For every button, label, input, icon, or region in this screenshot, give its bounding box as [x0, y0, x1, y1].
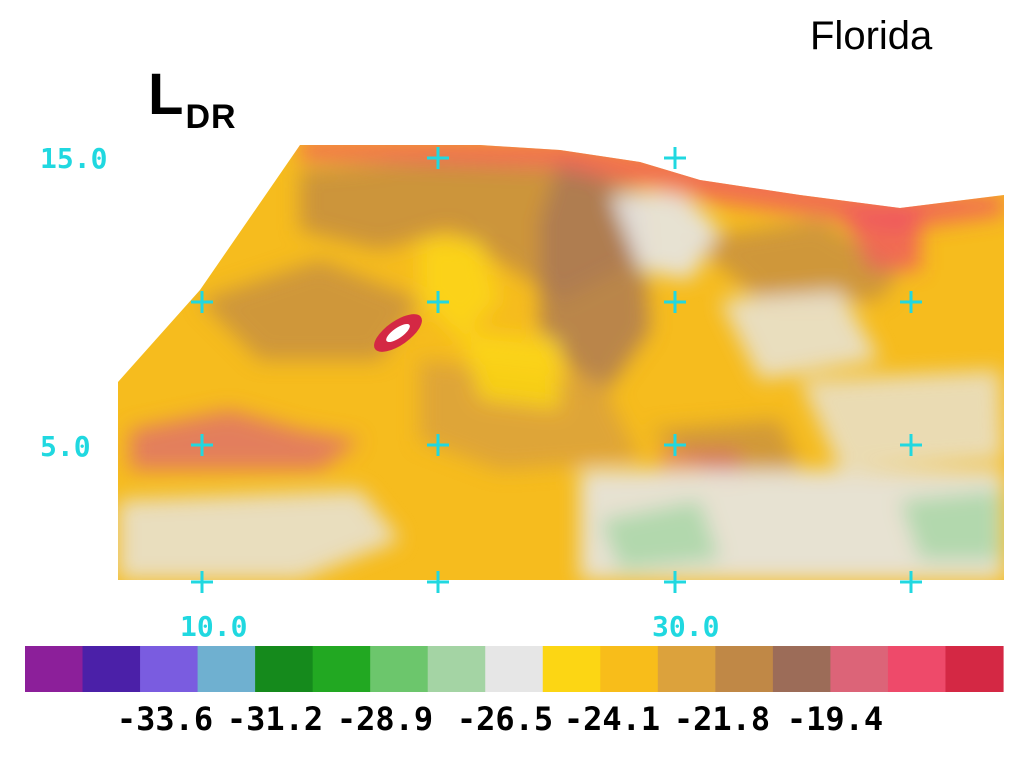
crosshair-marker	[427, 434, 449, 456]
colorbar-swatch	[542, 646, 601, 692]
colorbar-swatch	[312, 646, 371, 692]
crosshair-marker	[191, 571, 213, 593]
colorbar-swatch	[600, 646, 659, 692]
colorbar-swatch	[485, 646, 544, 692]
colorbar-swatch	[772, 646, 832, 692]
crosshair-marker	[191, 434, 213, 456]
crosshair-marker	[664, 434, 686, 456]
colorbar-tick-label: -28.9	[336, 700, 434, 738]
crosshair-marker	[664, 147, 686, 169]
colorbar-swatch	[255, 646, 314, 692]
crosshair-grid	[191, 147, 922, 593]
crosshair-marker	[900, 571, 922, 593]
radar-field	[118, 145, 1004, 580]
crosshair-marker	[427, 291, 449, 313]
crosshair-marker	[191, 291, 213, 313]
chart-title: LDR	[148, 66, 237, 135]
colorbar	[25, 646, 1004, 692]
colorbar-swatch	[140, 646, 199, 692]
crosshair-marker	[427, 571, 449, 593]
y-tick-label: 5.0	[40, 430, 91, 463]
y-tick-label: 15.0	[40, 142, 108, 175]
chart-title-main: L	[148, 62, 184, 127]
colorbar-tick-label: -19.4	[786, 700, 884, 738]
colorbar-swatch	[427, 646, 486, 692]
colorbar-swatch	[82, 646, 141, 692]
crosshair-marker	[900, 434, 922, 456]
colorbar-tick-label: -26.5	[456, 700, 554, 738]
colorbar-swatch	[370, 646, 429, 692]
colorbar-tick-label: -31.2	[226, 700, 324, 738]
colorbar-tick-label: -33.6	[116, 700, 214, 738]
location-label: Florida	[810, 14, 933, 58]
crosshair-marker	[427, 147, 449, 169]
x-tick-label: 10.0	[180, 610, 248, 643]
colorbar-tick-label: -21.8	[673, 700, 771, 738]
colorbar-swatch	[715, 646, 774, 692]
colorbar-swatch	[25, 646, 84, 692]
colorbar-swatch	[887, 646, 947, 692]
crosshair-marker	[664, 571, 686, 593]
colorbar-swatch	[830, 646, 889, 692]
crosshair-marker	[664, 291, 686, 313]
colorbar-swatch	[197, 646, 256, 692]
colorbar-tick-label: -24.1	[563, 700, 661, 738]
colorbar-swatch	[657, 646, 716, 692]
colorbar-swatch	[945, 646, 1004, 692]
anomaly-spot	[374, 314, 422, 352]
chart-title-subscript: DR	[185, 98, 237, 136]
x-tick-label: 30.0	[652, 610, 720, 643]
crosshair-marker	[900, 291, 922, 313]
